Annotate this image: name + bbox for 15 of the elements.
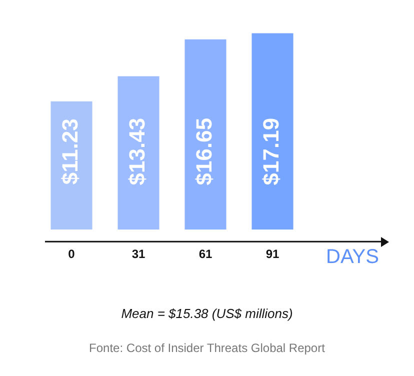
bar bbox=[184, 39, 226, 230]
x-tick-label: 61 bbox=[198, 247, 212, 262]
bar bbox=[118, 76, 160, 230]
source-note: Fonte: Cost of Insider Threats Global Report bbox=[88, 341, 326, 355]
x-tick-label: 0 bbox=[68, 247, 76, 262]
bar bbox=[50, 101, 92, 230]
x-tick-label: 91 bbox=[266, 247, 280, 262]
data-label: $16.65 bbox=[192, 118, 217, 186]
data-label: $11.23 bbox=[58, 118, 83, 185]
data-label: $13.43 bbox=[124, 118, 150, 186]
x-tick-label: 31 bbox=[132, 247, 146, 262]
text: Mean = $15.38 (US$ millions) bbox=[120, 306, 294, 321]
bar bbox=[252, 33, 294, 230]
x-axis-title: DAYS bbox=[326, 246, 379, 268]
data-label: $17.19 bbox=[258, 118, 284, 186]
